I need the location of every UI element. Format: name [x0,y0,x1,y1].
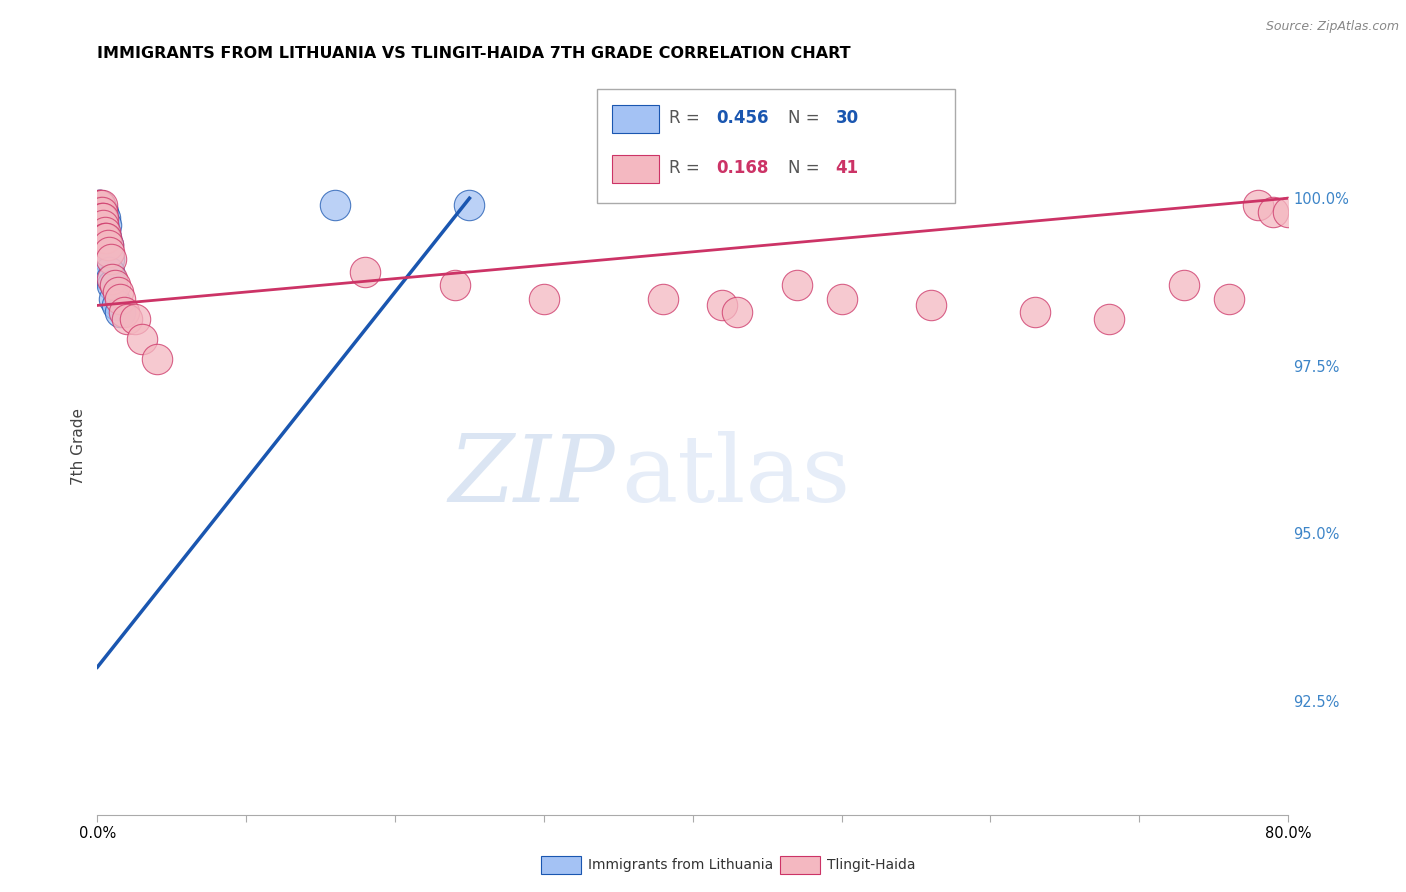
Point [786,278,808,293]
Y-axis label: 7th Grade: 7th Grade [72,408,86,484]
Point [1173,278,1195,293]
Point [115,311,138,326]
FancyBboxPatch shape [612,155,659,183]
Point [90,218,112,232]
Point [458,198,481,212]
Point [725,305,748,319]
FancyBboxPatch shape [598,88,955,202]
Text: N =: N = [787,160,825,178]
Point [87,204,110,219]
Text: atlas: atlas [621,431,851,521]
Point [94,225,117,239]
Point [94,211,117,226]
Point [98,244,121,259]
Point [87,198,110,212]
Point [90,211,112,226]
Point [711,298,734,312]
Point [90,204,112,219]
Point [94,231,117,245]
Point [87,204,110,219]
Point [91,204,114,219]
Point [91,218,114,232]
Point [124,311,146,326]
Text: 0.168: 0.168 [717,160,769,178]
Point [90,211,112,226]
Point [87,211,110,226]
Text: R =: R = [669,109,704,128]
Point [90,198,112,212]
Point [131,332,153,346]
Point [89,204,111,219]
Point [89,198,111,212]
Point [112,305,135,319]
Point [1218,292,1240,306]
Point [94,225,117,239]
Text: IMMIGRANTS FROM LITHUANIA VS TLINGIT-HAIDA 7TH GRADE CORRELATION CHART: IMMIGRANTS FROM LITHUANIA VS TLINGIT-HAI… [97,46,851,62]
Point [98,265,121,279]
Text: Immigrants from Lithuania: Immigrants from Lithuania [588,858,773,872]
Text: 41: 41 [835,160,859,178]
Point [91,211,114,226]
Text: Tlingit-Haida: Tlingit-Haida [827,858,915,872]
Text: N =: N = [787,109,825,128]
Point [1024,305,1046,319]
Point [100,271,122,285]
Point [533,292,555,306]
Point [98,252,121,266]
Point [108,292,131,306]
Point [1263,204,1285,219]
Point [94,238,117,252]
Point [89,204,111,219]
Point [1098,311,1121,326]
Point [91,238,114,252]
Text: R =: R = [669,160,704,178]
Point [103,292,125,306]
Point [1277,204,1299,219]
Point [146,351,169,366]
Point [89,198,111,212]
Point [107,285,129,299]
Point [96,231,118,245]
Point [97,238,120,252]
Point [652,292,675,306]
Point [91,218,114,232]
Point [87,211,110,226]
Point [354,265,377,279]
Point [108,305,131,319]
Point [97,238,120,252]
Point [325,198,347,212]
Text: 0.456: 0.456 [717,109,769,128]
Point [100,252,122,266]
Point [443,278,465,293]
Point [90,204,112,219]
Point [831,292,853,306]
Text: Source: ZipAtlas.com: Source: ZipAtlas.com [1265,20,1399,33]
Point [920,298,942,312]
Point [96,218,118,232]
Point [89,218,111,232]
Point [104,278,127,293]
Point [89,225,111,239]
Point [96,231,118,245]
Text: ZIP: ZIP [449,431,616,521]
FancyBboxPatch shape [612,105,659,133]
Text: 30: 30 [835,109,859,128]
Point [105,298,128,312]
Point [87,198,110,212]
Point [101,278,124,293]
Point [101,271,124,285]
Point [90,231,112,245]
Point [1247,198,1270,212]
Point [91,231,114,245]
